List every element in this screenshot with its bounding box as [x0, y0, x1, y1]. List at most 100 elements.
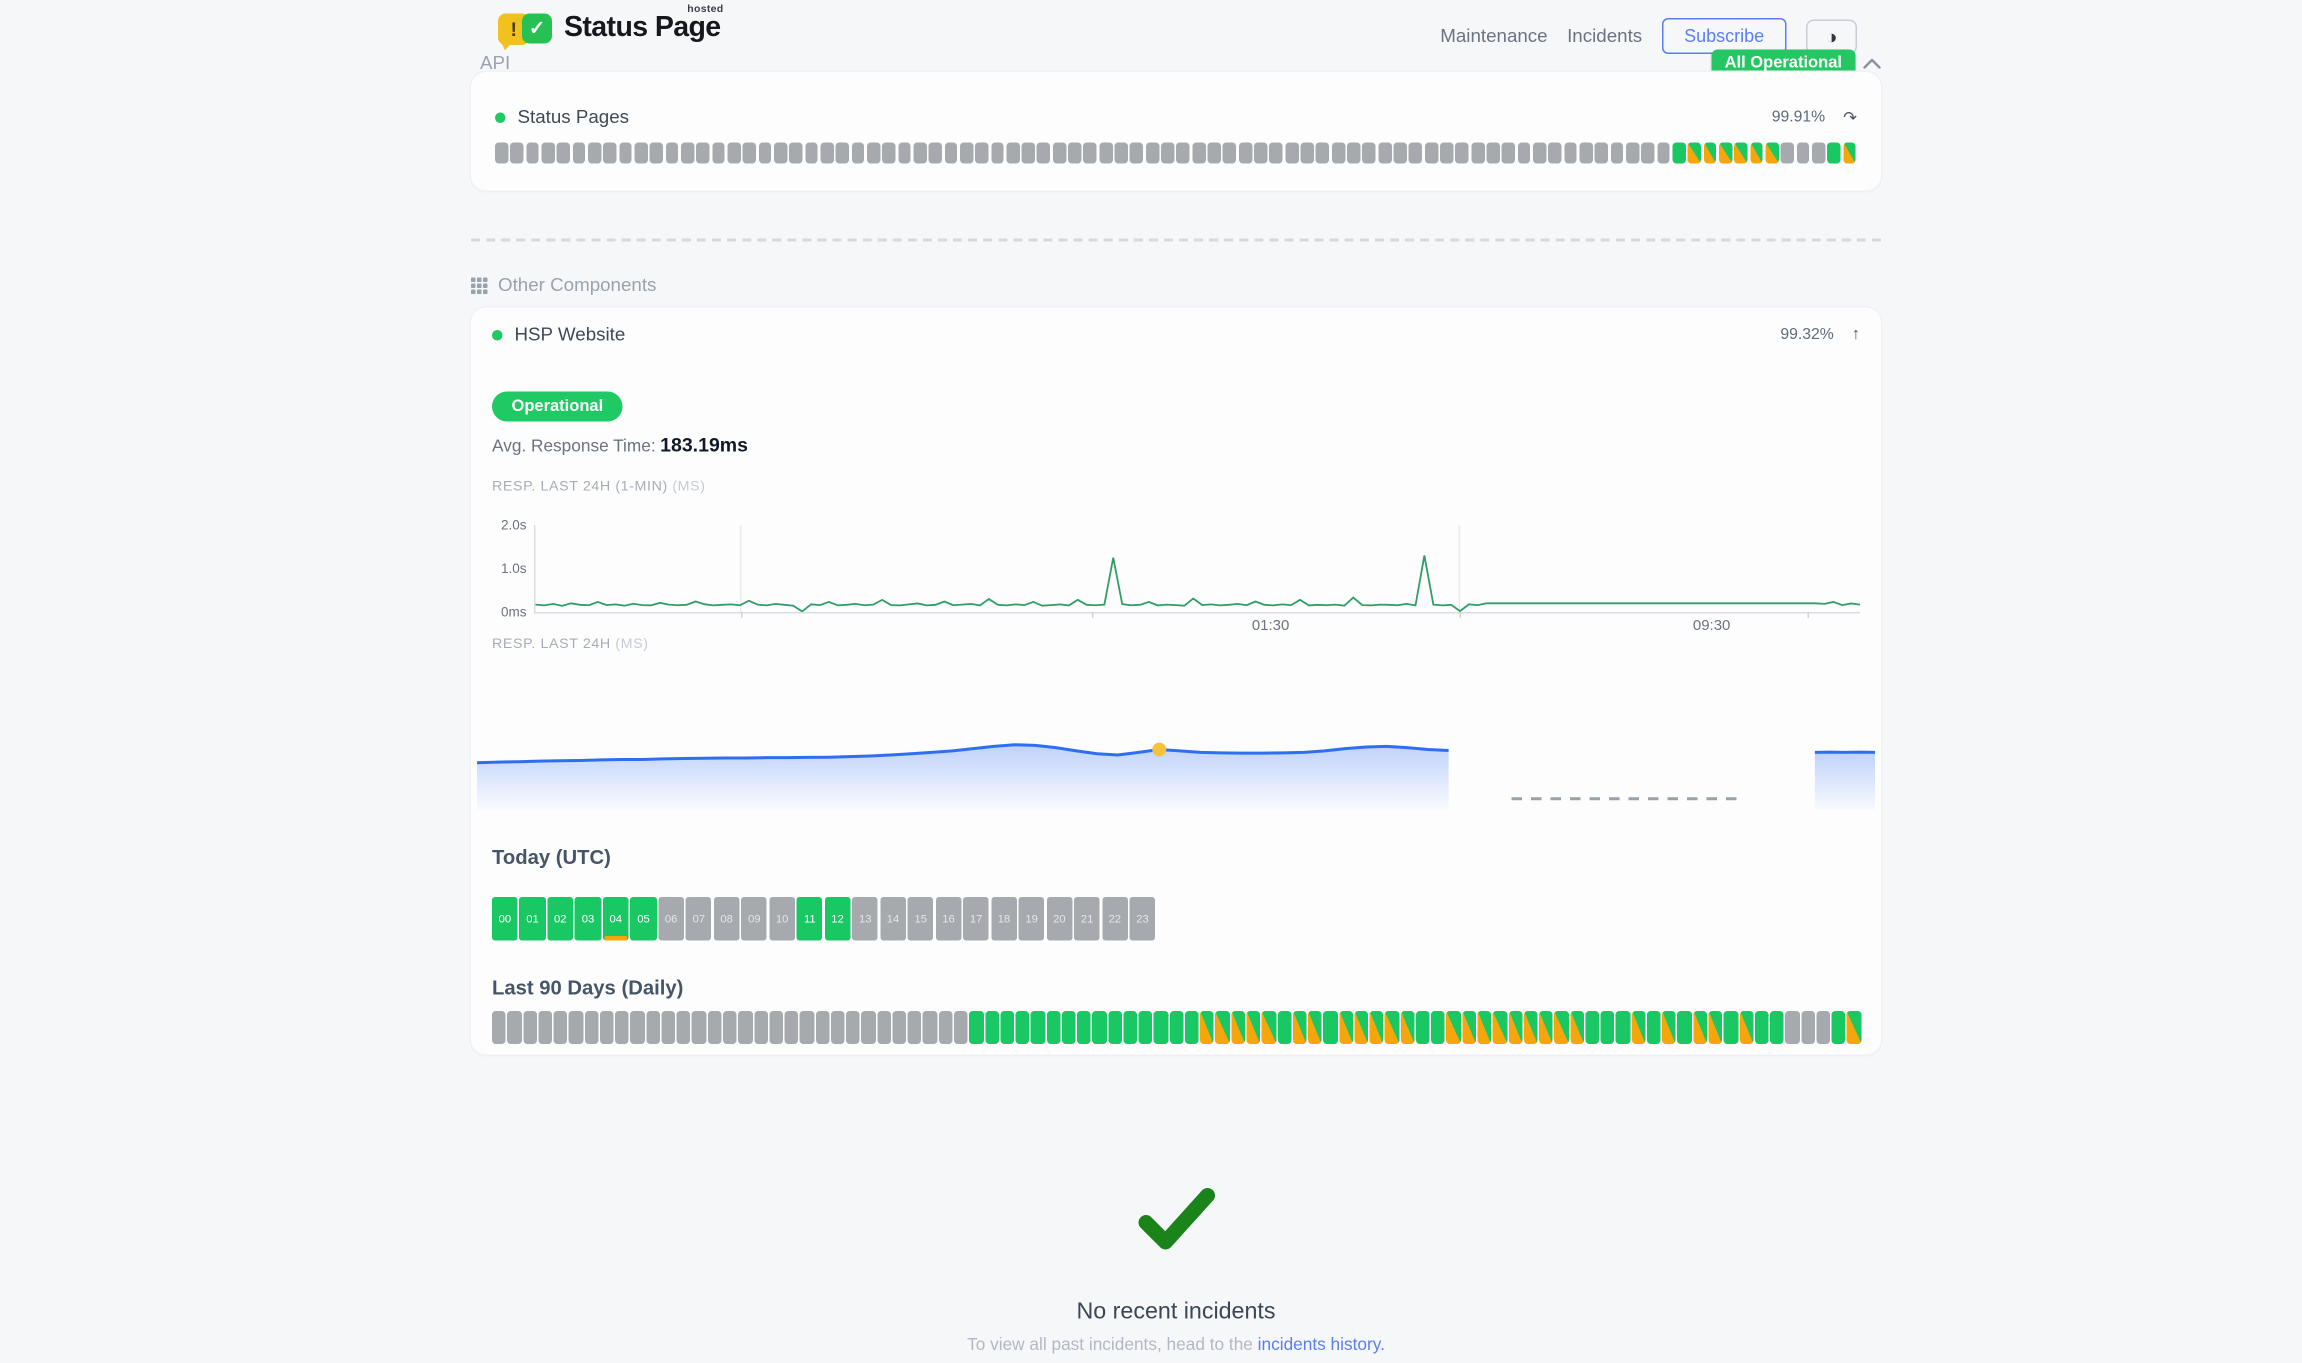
uptime-bar[interactable]: [1548, 142, 1562, 164]
uptime-bar[interactable]: [1393, 142, 1407, 164]
uptime-bar[interactable]: [1130, 142, 1144, 164]
uptime-bar[interactable]: [1415, 1010, 1430, 1044]
trend-arrow-icon[interactable]: ↷: [1843, 108, 1857, 127]
hour-cell[interactable]: 23: [1129, 897, 1156, 940]
uptime-bar[interactable]: [1723, 1010, 1738, 1044]
uptime-bar[interactable]: [1030, 1010, 1045, 1044]
uptime-bar[interactable]: [1662, 1010, 1677, 1044]
uptime-bar[interactable]: [1269, 142, 1283, 164]
uptime-bar[interactable]: [1246, 1010, 1261, 1044]
uptime-bar[interactable]: [1585, 1010, 1600, 1044]
uptime-bar[interactable]: [1316, 142, 1330, 164]
uptime-bar[interactable]: [1107, 1010, 1122, 1044]
hour-cell[interactable]: 15: [907, 897, 934, 940]
hour-cell[interactable]: 09: [741, 897, 768, 940]
uptime-bar[interactable]: [753, 1010, 768, 1044]
uptime-bar[interactable]: [1646, 1010, 1661, 1044]
uptime-bar[interactable]: [711, 142, 726, 164]
uptime-bar[interactable]: [630, 1010, 645, 1044]
uptime-bar[interactable]: [696, 142, 710, 164]
uptime-bar[interactable]: [584, 1010, 599, 1044]
uptime-bar[interactable]: [525, 142, 540, 164]
uptime-bar[interactable]: [938, 1010, 953, 1044]
hour-cell[interactable]: 21: [1074, 897, 1100, 940]
uptime-bar[interactable]: [892, 1010, 907, 1044]
uptime-bar[interactable]: [1308, 1010, 1323, 1044]
uptime-bar[interactable]: [1300, 142, 1314, 164]
uptime-bar[interactable]: [1785, 1010, 1800, 1044]
uptime-bar[interactable]: [1400, 1010, 1415, 1044]
uptime-bar[interactable]: [1021, 142, 1035, 164]
uptime-bar[interactable]: [1347, 142, 1361, 164]
uptime-bar[interactable]: [789, 142, 803, 164]
uptime-bar[interactable]: [1594, 142, 1609, 164]
uptime-bar[interactable]: [1000, 1010, 1015, 1044]
chevron-up-icon[interactable]: [1863, 56, 1881, 70]
uptime-bar[interactable]: [1362, 142, 1376, 164]
uptime-bar[interactable]: [1223, 142, 1237, 164]
uptime-bar[interactable]: [1446, 1010, 1461, 1044]
uptime-bar[interactable]: [615, 1010, 630, 1044]
uptime-bar[interactable]: [1610, 142, 1624, 164]
uptime-bar[interactable]: [738, 1010, 753, 1044]
uptime-bar[interactable]: [846, 1010, 861, 1044]
uptime-bar[interactable]: [556, 142, 571, 164]
uptime-bar[interactable]: [727, 142, 741, 164]
hour-cell[interactable]: 08: [713, 897, 740, 940]
hour-cell[interactable]: 13: [852, 897, 879, 940]
uptime-bar[interactable]: [799, 1010, 814, 1044]
uptime-bar[interactable]: [1440, 142, 1454, 164]
uptime-bar[interactable]: [1656, 142, 1671, 164]
uptime-bar[interactable]: [830, 1010, 845, 1044]
uptime-bar[interactable]: [1718, 142, 1733, 164]
uptime-bar[interactable]: [553, 1010, 568, 1044]
uptime-bar[interactable]: [618, 142, 633, 164]
uptime-bar[interactable]: [1176, 142, 1190, 164]
hour-cell[interactable]: 04: [602, 897, 629, 940]
uptime-bar[interactable]: [815, 1010, 830, 1044]
uptime-bar[interactable]: [1277, 1010, 1292, 1044]
uptime-bar[interactable]: [1231, 1010, 1246, 1044]
theme-toggle-button[interactable]: ◑: [1806, 18, 1857, 54]
uptime-bar[interactable]: [1238, 142, 1252, 164]
hour-cell[interactable]: 03: [575, 897, 601, 940]
uptime-bar[interactable]: [1455, 142, 1469, 164]
uptime-bar[interactable]: [1207, 142, 1221, 164]
hour-cell[interactable]: 02: [547, 897, 574, 940]
uptime-bar[interactable]: [1492, 1010, 1507, 1044]
uptime-bar[interactable]: [1827, 142, 1841, 164]
uptime-bar[interactable]: [1261, 1010, 1276, 1044]
uptime-bar[interactable]: [1015, 1010, 1030, 1044]
uptime-bar[interactable]: [1517, 142, 1531, 164]
uptime-bar[interactable]: [1254, 142, 1268, 164]
hour-cell[interactable]: 22: [1101, 897, 1128, 940]
uptime-bar[interactable]: [572, 142, 586, 164]
uptime-bar[interactable]: [769, 1010, 784, 1044]
uptime-bar[interactable]: [1331, 142, 1345, 164]
uptime-bar[interactable]: [1083, 142, 1097, 164]
uptime-bar[interactable]: [603, 142, 617, 164]
hour-cell[interactable]: 20: [1046, 897, 1073, 940]
uptime-bar[interactable]: [1563, 142, 1578, 164]
uptime-bar[interactable]: [923, 1010, 938, 1044]
uptime-bar[interactable]: [665, 142, 679, 164]
uptime-bar[interactable]: [1687, 142, 1702, 164]
uptime-bar[interactable]: [913, 142, 927, 164]
line-chart-plot[interactable]: 01:30 09:30: [534, 525, 1860, 635]
uptime-bar[interactable]: [1831, 1010, 1846, 1044]
uptime-bar[interactable]: [1554, 1010, 1569, 1044]
uptime-bar[interactable]: [1842, 142, 1857, 164]
uptime-bar[interactable]: [599, 1010, 614, 1044]
uptime-bar[interactable]: [1409, 142, 1423, 164]
uptime-bar[interactable]: [953, 1010, 968, 1044]
uptime-bar[interactable]: [1200, 1010, 1215, 1044]
uptime-bar[interactable]: [1811, 142, 1826, 164]
uptime-bar[interactable]: [882, 142, 896, 164]
uptime-bar[interactable]: [1378, 142, 1392, 164]
uptime-bar[interactable]: [1477, 1010, 1492, 1044]
uptime-bar[interactable]: [820, 142, 834, 164]
uptime-bar[interactable]: [1523, 1010, 1538, 1044]
uptime-bar[interactable]: [1703, 142, 1717, 164]
uptime-bar[interactable]: [1569, 1010, 1584, 1044]
uptime-bar[interactable]: [661, 1010, 676, 1044]
